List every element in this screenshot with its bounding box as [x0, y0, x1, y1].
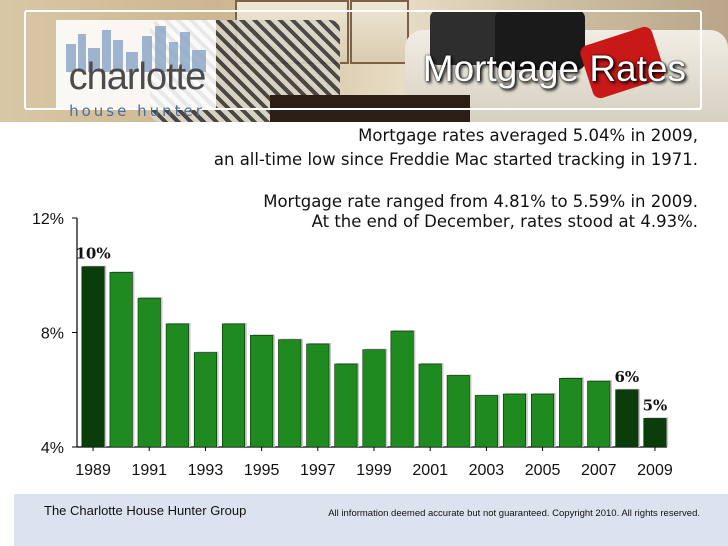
x-tick-label: 2003 — [469, 462, 505, 479]
bar-2006 — [559, 378, 583, 448]
bar-1993 — [193, 352, 217, 448]
bar-2008 — [615, 389, 639, 448]
pillow-image — [430, 10, 500, 65]
summary-line-3: Mortgage rate ranged from 4.81% to 5.59%… — [263, 192, 698, 211]
bar-1989 — [81, 266, 105, 448]
page-title: Mortgage Rates — [422, 48, 686, 89]
x-tick-label: 2005 — [525, 462, 561, 479]
x-tick-label: 1993 — [188, 462, 224, 479]
y-tick-label: 8% — [41, 326, 64, 343]
bar-2000 — [390, 330, 414, 448]
summary-line-2: an all-time low since Freddie Mac starte… — [213, 150, 698, 169]
logo-wordmark: charlotte — [68, 56, 207, 98]
x-tick-label: 2007 — [581, 462, 617, 479]
x-tick-label: 2001 — [412, 462, 448, 479]
bar-1999 — [362, 349, 386, 448]
x-tick-label: 1991 — [131, 462, 167, 479]
y-tick-label: 4% — [41, 440, 64, 457]
bar-2003 — [474, 395, 498, 448]
bar-1992 — [165, 323, 189, 448]
skyline-icon — [66, 26, 206, 72]
pillow-image — [495, 10, 585, 70]
bar-1996 — [278, 339, 302, 448]
bar-1997 — [306, 343, 330, 448]
bar-1998 — [334, 363, 358, 448]
bar-2005 — [531, 393, 555, 448]
logo-tagline: house hunter — [69, 102, 205, 120]
summary-line-1: Mortgage rates averaged 5.04% in 2009, — [358, 126, 698, 145]
x-tick-label: 1989 — [75, 462, 111, 479]
bar-2002 — [446, 375, 470, 448]
data-label: 5% — [643, 396, 668, 414]
bar-1995 — [250, 335, 274, 448]
banner-frame — [24, 10, 702, 110]
y-tick-label: 12% — [32, 211, 64, 228]
footer-disclaimer: All information deemed accurate but not … — [328, 508, 700, 519]
bar-2004 — [502, 393, 527, 448]
bar-2009 — [643, 418, 667, 448]
bar-1991 — [137, 297, 161, 448]
x-tick-label: 2009 — [637, 462, 673, 479]
footer-bar: The Charlotte House Hunter Group All inf… — [14, 494, 728, 546]
x-tick-label: 1995 — [244, 462, 280, 479]
bar-2001 — [418, 363, 442, 448]
logo: charlotte house hunter — [56, 20, 216, 120]
x-tick-label: 1999 — [356, 462, 392, 479]
header-banner: charlotte house hunter Mortgage Rates — [0, 0, 728, 122]
footer-company: The Charlotte House Hunter Group — [44, 503, 247, 518]
bar-1994 — [221, 323, 246, 448]
bar-chart: 12% 8% 4% 1989 1991 1993 1995 1997 1999 2001 2003 2… — [32, 211, 673, 479]
x-tick-label: 1997 — [300, 462, 336, 479]
data-label: 10% — [75, 245, 110, 263]
bar-1990 — [109, 272, 133, 448]
data-label: 6% — [615, 368, 640, 386]
bar-2007 — [587, 380, 611, 448]
summary-line-4: At the end of December, rates stood at 4… — [311, 212, 698, 231]
